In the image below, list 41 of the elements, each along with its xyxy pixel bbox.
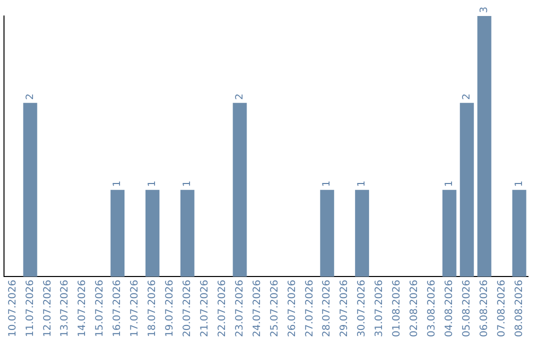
x-tick-label: 19.07.2026 xyxy=(164,280,176,338)
data-label: 1 xyxy=(147,180,158,187)
x-tick-label: 25.07.2026 xyxy=(269,280,280,338)
x-tick-label: 24.07.2026 xyxy=(252,280,263,338)
x-tick-label: 17.07.2026 xyxy=(130,280,141,338)
x-tick-label: 01.08.2026 xyxy=(392,280,403,338)
x-tick-label: 23.07.2026 xyxy=(234,280,246,338)
x-tick-label: 07.08.2026 xyxy=(496,280,508,338)
x-tick-label: 04.08.2026 xyxy=(444,280,455,338)
x-tick-label: 06.08.2026 xyxy=(478,280,490,338)
x-tick-label: 16.07.2026 xyxy=(112,280,124,338)
x-tick-label: 08.08.2026 xyxy=(514,280,525,338)
x-tick-label: 27.07.2026 xyxy=(304,280,316,338)
x-tick-label: 31.07.2026 xyxy=(374,280,386,338)
data-label: 1 xyxy=(112,180,124,187)
x-tick-label: 15.07.2026 xyxy=(94,280,106,338)
data-label: 3 xyxy=(478,6,490,13)
data-label: 1 xyxy=(356,180,368,187)
data-label: 2 xyxy=(461,94,472,100)
x-tick-label: 21.07.2026 xyxy=(199,280,210,338)
data-label: 2 xyxy=(24,94,36,100)
x-tick-label: 10.07.2026 xyxy=(7,280,18,338)
x-tick-label: 22.07.2026 xyxy=(216,280,228,338)
x-tick-label: 13.07.2026 xyxy=(60,280,71,338)
data-label: 1 xyxy=(514,180,525,187)
x-tick-label: 20.07.2026 xyxy=(182,280,193,338)
x-tick-label: 11.07.2026 xyxy=(24,280,36,338)
x-tick-label: 26.07.2026 xyxy=(286,280,298,338)
x-tick-label: 14.07.2026 xyxy=(77,280,88,338)
x-tick-label: 12.07.2026 xyxy=(42,280,54,338)
x-tick-label: 28.07.2026 xyxy=(322,280,333,338)
x-tick-label: 02.08.2026 xyxy=(409,280,420,338)
x-tick-label: 30.07.2026 xyxy=(356,280,368,338)
x-tick-label: 29.07.2026 xyxy=(339,280,350,338)
data-label: 1 xyxy=(322,180,333,187)
x-tick-label: 18.07.2026 xyxy=(147,280,158,338)
x-tick-label: 03.08.2026 xyxy=(426,280,438,338)
data-label: 1 xyxy=(444,180,455,187)
x-tick-label: 05.08.2026 xyxy=(461,280,472,338)
data-label: 2 xyxy=(234,94,246,100)
data-label: 1 xyxy=(182,180,193,187)
